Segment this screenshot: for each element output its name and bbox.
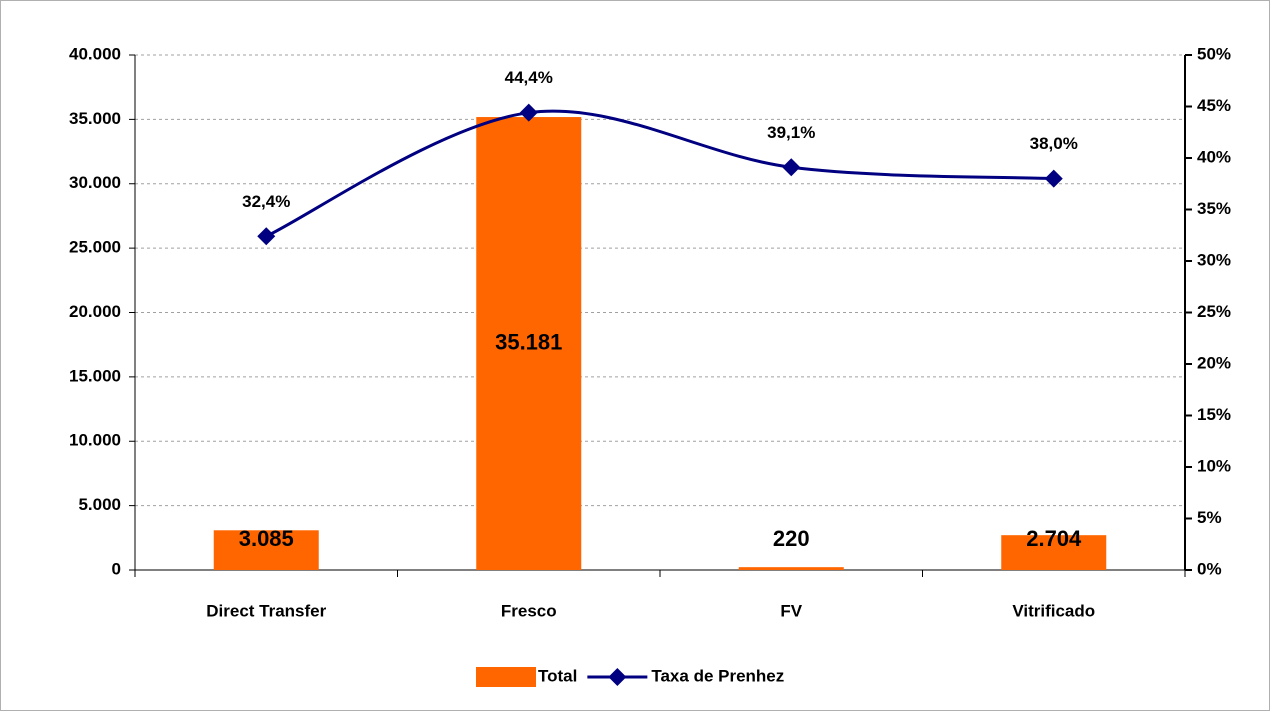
bar — [476, 117, 582, 571]
marker — [257, 227, 276, 246]
bar-value-label: 2.704 — [1026, 526, 1082, 551]
y2-tick-label: 45% — [1197, 96, 1231, 115]
y-tick-label: 35.000 — [69, 109, 121, 128]
legend-marker — [608, 668, 627, 686]
y2-tick-label: 15% — [1197, 405, 1231, 424]
x-tick-label: Fresco — [501, 601, 557, 620]
y-tick-label: 40.000 — [69, 44, 121, 63]
legend-label: Taxa de Prenhez — [651, 666, 784, 685]
x-tick-label: FV — [780, 601, 802, 620]
marker — [1044, 169, 1063, 188]
y2-tick-label: 5% — [1197, 508, 1222, 527]
y-tick-label: 10.000 — [69, 431, 121, 450]
y2-tick-label: 20% — [1197, 353, 1231, 372]
bar-value-label: 220 — [773, 526, 810, 551]
line — [265, 109, 1054, 238]
y-tick-label: 25.000 — [69, 238, 121, 257]
y2-tick-label: 35% — [1197, 199, 1231, 218]
y2-tick-label: 0% — [1197, 559, 1222, 578]
x-tick-label: Direct Transfer — [206, 601, 326, 620]
bar — [738, 567, 844, 570]
bar-value-label: 35.181 — [495, 329, 562, 354]
marker — [519, 103, 538, 122]
bar — [213, 530, 319, 570]
y2-tick-label: 30% — [1197, 250, 1231, 269]
line-value-label: 44,4% — [505, 68, 553, 87]
y2-tick-label: 25% — [1197, 302, 1231, 321]
line-value-label: 38,0% — [1030, 134, 1078, 153]
line-value-label: 32,4% — [242, 192, 290, 211]
y-tick-label: 30.000 — [69, 173, 121, 192]
marker — [782, 158, 801, 177]
y-tick-label: 15.000 — [69, 366, 121, 385]
y2-tick-label: 10% — [1197, 456, 1231, 475]
bar — [1001, 535, 1107, 570]
legend-label: Total — [538, 666, 577, 685]
x-tick-label: Vitrificado — [1012, 601, 1095, 620]
legend-swatch — [476, 667, 536, 687]
y2-tick-label: 50% — [1197, 44, 1231, 63]
y-tick-label: 20.000 — [69, 302, 121, 321]
y-tick-label: 5.000 — [78, 495, 121, 514]
line-value-label: 39,1% — [767, 123, 815, 142]
y2-tick-label: 40% — [1197, 147, 1231, 166]
bar-value-label: 3.085 — [239, 526, 294, 551]
y-tick-label: 0 — [112, 559, 121, 578]
